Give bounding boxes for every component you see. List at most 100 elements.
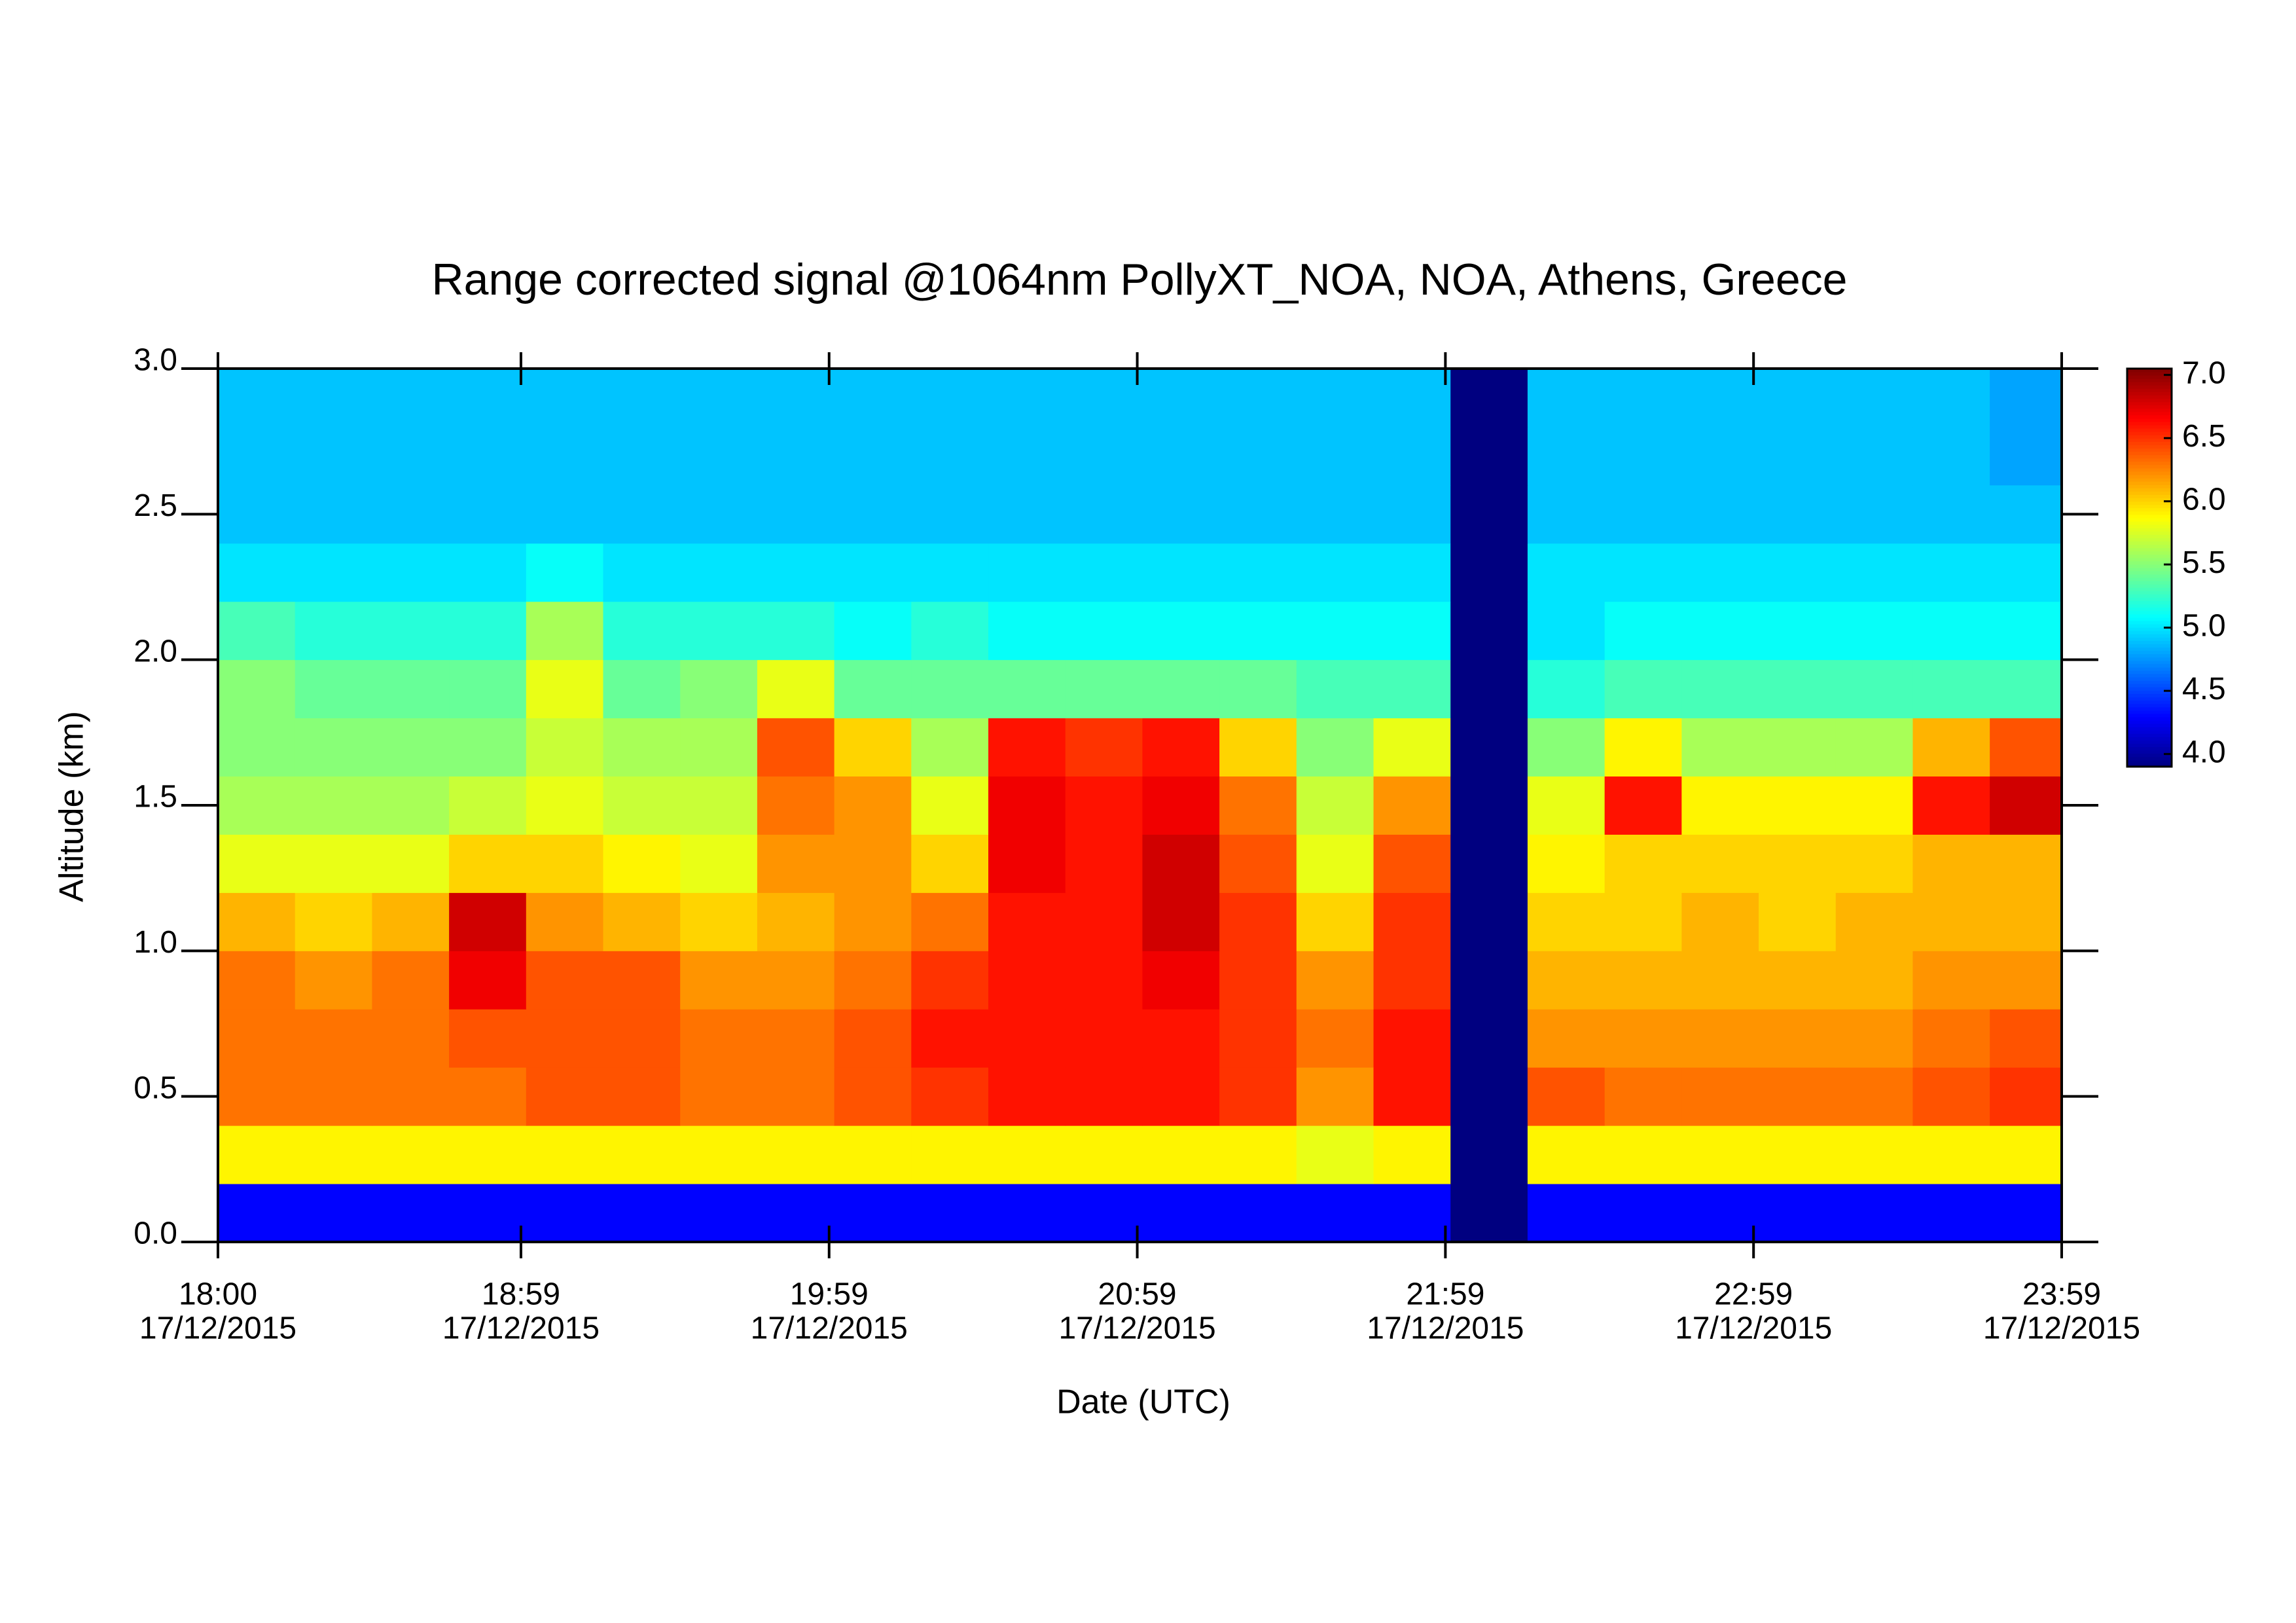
heatmap-cell xyxy=(1296,659,1374,719)
heatmap-cell xyxy=(1450,1009,1528,1068)
colorbar-tick-label: 5.5 xyxy=(2182,545,2226,580)
heatmap-cell xyxy=(449,543,527,602)
colorbar-segment xyxy=(2127,600,2172,605)
heatmap-cell xyxy=(834,426,912,486)
colorbar-tick-label: 4.5 xyxy=(2182,672,2226,706)
heatmap-cell xyxy=(449,892,527,951)
heatmap-cell xyxy=(526,369,604,428)
heatmap-cell xyxy=(834,1184,912,1243)
heatmap-cell xyxy=(1142,426,1220,486)
colorbar-segment xyxy=(2127,713,2172,718)
colorbar-segment xyxy=(2127,454,2172,459)
heatmap-cell xyxy=(1450,951,1528,1010)
colorbar-segment xyxy=(2127,411,2172,416)
heatmap-cell xyxy=(603,426,681,486)
heatmap-cell xyxy=(218,1125,296,1184)
colorbar-segment xyxy=(2127,567,2172,572)
heatmap-cell xyxy=(1373,659,1451,719)
heatmap-cell xyxy=(526,659,604,719)
heatmap-cell xyxy=(1527,1184,1605,1243)
heatmap-cell xyxy=(218,951,296,1010)
heatmap-cell xyxy=(757,484,835,544)
colorbar-segment xyxy=(2127,391,2172,396)
heatmap-cell xyxy=(1759,1067,1837,1126)
colorbar-segment xyxy=(2127,630,2172,634)
colorbar-segment xyxy=(2127,676,2172,681)
x-tick-time: 18:59 xyxy=(482,1277,560,1312)
heatmap-cell xyxy=(834,892,912,951)
heatmap-cell xyxy=(1604,659,1682,719)
heatmap-cell xyxy=(1219,834,1297,893)
heatmap-cell xyxy=(1296,718,1374,777)
heatmap-cell xyxy=(834,1067,912,1126)
colorbar-tick-label: 4.0 xyxy=(2182,735,2226,769)
heatmap-cell xyxy=(911,1125,989,1184)
heatmap-cell xyxy=(1065,369,1143,428)
heatmap-cell xyxy=(1219,951,1297,1010)
heatmap-cell xyxy=(1450,484,1528,544)
heatmap-cell xyxy=(1835,1067,1913,1126)
heatmap-cell xyxy=(372,951,450,1010)
heatmap-cell xyxy=(603,776,681,835)
heatmap-cell xyxy=(1527,543,1605,602)
heatmap-cell xyxy=(911,543,989,602)
colorbar-segment xyxy=(2127,607,2172,611)
colorbar-segment xyxy=(2127,514,2172,519)
heatmap-cell xyxy=(911,834,989,893)
colorbar-segment xyxy=(2127,739,2172,744)
colorbar-segment xyxy=(2127,666,2172,671)
heatmap-cell xyxy=(1912,1125,1990,1184)
heatmap-cell xyxy=(1912,1184,1990,1243)
heatmap-cell xyxy=(1759,426,1837,486)
heatmap-cell xyxy=(1065,543,1143,602)
heatmap-cell xyxy=(757,834,835,893)
colorbar-segment xyxy=(2127,374,2172,379)
heatmap-cell xyxy=(1450,1125,1528,1184)
heatmap-cell xyxy=(1759,1125,1837,1184)
heatmap-cell xyxy=(1219,718,1297,777)
colorbar-segment xyxy=(2127,723,2172,727)
heatmap-cell xyxy=(1759,776,1837,835)
colorbar-segment xyxy=(2127,408,2172,412)
x-tick-time: 22:59 xyxy=(1714,1277,1793,1312)
heatmap-cell xyxy=(1296,426,1374,486)
colorbar-segment xyxy=(2127,445,2172,449)
colorbar-segment xyxy=(2127,534,2172,538)
colorbar-segment xyxy=(2127,663,2172,668)
heatmap-cell xyxy=(1373,776,1451,835)
heatmap-cell xyxy=(449,426,527,486)
heatmap-cell xyxy=(1373,892,1451,951)
heatmap-cell xyxy=(1296,951,1374,1010)
heatmap-cell xyxy=(1912,1009,1990,1068)
heatmap-cell xyxy=(1373,543,1451,602)
heatmap-cell xyxy=(911,426,989,486)
colorbar-segment xyxy=(2127,507,2172,512)
colorbar-segment xyxy=(2127,650,2172,655)
heatmap-cell xyxy=(295,1125,372,1184)
heatmap-cell xyxy=(1604,543,1682,602)
heatmap-cell xyxy=(603,1067,681,1126)
heatmap-cell xyxy=(526,718,604,777)
heatmap-cell xyxy=(911,1184,989,1243)
heatmap-cell xyxy=(1219,369,1297,428)
heatmap-cell xyxy=(1219,659,1297,719)
heatmap-cell xyxy=(1759,718,1837,777)
heatmap-cell xyxy=(1142,369,1220,428)
heatmap-cell xyxy=(526,601,604,661)
colorbar-segment xyxy=(2127,720,2172,724)
heatmap-cell xyxy=(1681,659,1759,719)
heatmap-cell xyxy=(680,601,758,661)
heatmap-cell xyxy=(1990,776,2062,835)
heatmap-cell xyxy=(1527,892,1605,951)
heatmap-cell xyxy=(1142,1009,1220,1068)
heatmap-cell xyxy=(988,659,1066,719)
heatmap-cell xyxy=(1990,1067,2062,1126)
heatmap-cell xyxy=(603,1009,681,1068)
colorbar-segment xyxy=(2127,434,2172,439)
heatmap-cell xyxy=(1681,1184,1759,1243)
heatmap-cell xyxy=(911,1009,989,1068)
heatmap-cell xyxy=(1835,484,1913,544)
heatmap-cell xyxy=(295,1067,372,1126)
heatmap-cell xyxy=(1527,484,1605,544)
colorbar-segment xyxy=(2127,424,2172,429)
